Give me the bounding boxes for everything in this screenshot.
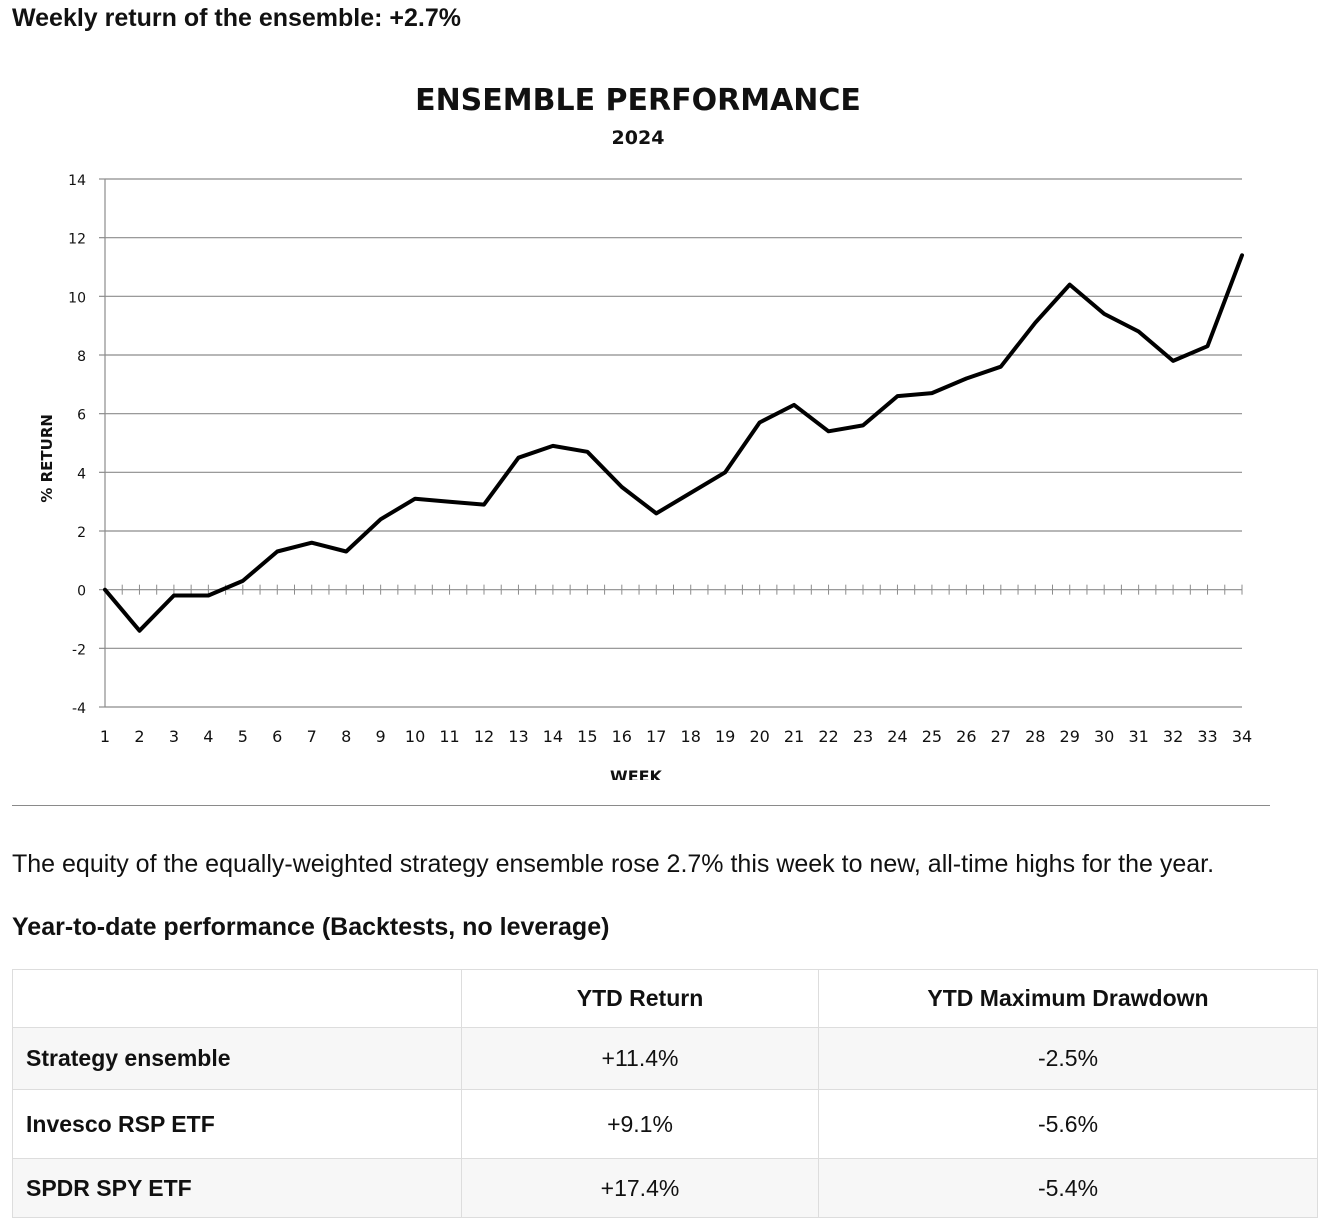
x-tick-label: 26	[956, 727, 976, 746]
x-tick-label: 18	[681, 727, 701, 746]
x-tick-label: 10	[405, 727, 425, 746]
x-tick-label: 33	[1197, 727, 1217, 746]
y-tick-label: 12	[68, 232, 86, 248]
x-tick-label: 8	[341, 727, 351, 746]
y-tick-label: 10	[68, 290, 86, 306]
table-row: Strategy ensemble +11.4% -2.5%	[12, 1027, 1318, 1090]
row-max-drawdown: -5.6%	[818, 1089, 1318, 1159]
x-tick-label: 5	[238, 727, 248, 746]
chart-subtitle: 2024	[612, 127, 665, 149]
row-name: SPDR SPY ETF	[12, 1158, 462, 1218]
y-tick-label: 6	[77, 408, 86, 424]
x-tick-label: 20	[749, 727, 769, 746]
y-tick-label: 14	[68, 173, 86, 189]
x-tick-label: 29	[1060, 727, 1080, 746]
x-tick-label: 11	[439, 727, 459, 746]
x-tick-label: 30	[1094, 727, 1114, 746]
y-tick-label: 8	[77, 349, 86, 365]
row-ytd-return: +9.1%	[461, 1089, 819, 1159]
chart-container: ENSEMBLE PERFORMANCE 2024 -4 -2 0 2 4 6 8 10 12 14 1…	[0, 40, 1332, 780]
x-tick-label: 3	[169, 727, 179, 746]
ensemble-performance-chart: ENSEMBLE PERFORMANCE2024-4-2024681012141…	[38, 83, 1252, 780]
header-cell-name	[12, 969, 462, 1028]
x-tick-label: 12	[474, 727, 494, 746]
x-tick-label: 21	[784, 727, 804, 746]
y-tick-label: -2	[72, 642, 86, 658]
x-tick-label: 4	[203, 727, 213, 746]
x-tick-label: 19	[715, 727, 735, 746]
x-tick-label: 6	[272, 727, 282, 746]
x-tick-label: 13	[508, 727, 528, 746]
x-tick-label: 7	[307, 727, 317, 746]
y-axis-title: % RETURN	[38, 414, 56, 503]
x-axis-title: WEEK	[610, 767, 663, 780]
x-tick-label: 25	[922, 727, 942, 746]
x-tick-label: 32	[1163, 727, 1183, 746]
x-tick-label: 14	[543, 727, 563, 746]
x-tick-label: 1	[100, 727, 110, 746]
y-tick-label: 0	[77, 584, 86, 600]
page-heading: Weekly return of the ensemble: +2.7%	[12, 4, 461, 32]
table-title: Year-to-date performance (Backtests, no …	[12, 913, 610, 941]
table-row: Invesco RSP ETF +9.1% -5.6%	[12, 1089, 1318, 1159]
x-tick-label: 9	[376, 727, 386, 746]
table-row: SPDR SPY ETF +17.4% -5.4%	[12, 1158, 1318, 1218]
x-tick-label: 31	[1128, 727, 1148, 746]
x-tick-label: 34	[1232, 727, 1252, 746]
x-tick-label: 22	[818, 727, 838, 746]
y-tick-label: 2	[77, 525, 86, 541]
x-tick-label: 24	[887, 727, 907, 746]
x-tick-label: 17	[646, 727, 666, 746]
y-tick-label: -4	[72, 701, 86, 717]
row-max-drawdown: -2.5%	[818, 1027, 1318, 1090]
header-cell-ytd-return: YTD Return	[461, 969, 819, 1028]
row-max-drawdown: -5.4%	[818, 1158, 1318, 1218]
header-cell-max-drawdown: YTD Maximum Drawdown	[818, 969, 1318, 1028]
x-tick-label: 27	[991, 727, 1011, 746]
summary-paragraph: The equity of the equally-weighted strat…	[12, 850, 1215, 878]
performance-table: YTD Return YTD Maximum Drawdown Strategy…	[12, 969, 1318, 1218]
row-ytd-return: +17.4%	[461, 1158, 819, 1218]
x-tick-label: 2	[134, 727, 144, 746]
x-tick-label: 15	[577, 727, 597, 746]
x-tick-label: 16	[612, 727, 632, 746]
table-header-row: YTD Return YTD Maximum Drawdown	[12, 969, 1318, 1028]
x-tick-label: 23	[853, 727, 873, 746]
row-ytd-return: +11.4%	[461, 1027, 819, 1090]
series-line	[103, 253, 1244, 633]
chart-title: ENSEMBLE PERFORMANCE	[415, 83, 861, 118]
row-name: Strategy ensemble	[12, 1027, 462, 1090]
x-tick-label: 28	[1025, 727, 1045, 746]
y-tick-label: 4	[77, 466, 86, 482]
divider	[12, 805, 1270, 806]
row-name: Invesco RSP ETF	[12, 1089, 462, 1159]
